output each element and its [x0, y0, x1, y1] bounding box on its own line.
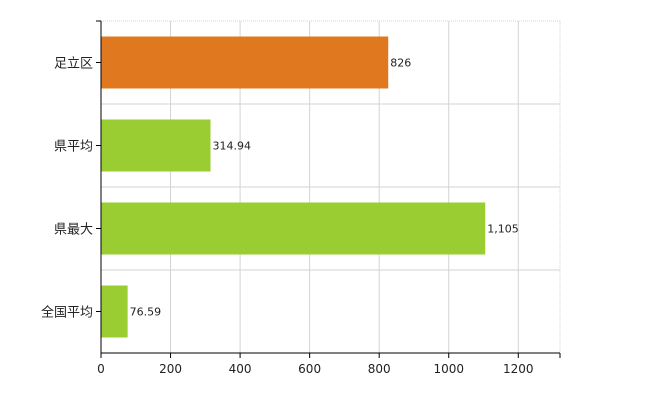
y-tick-label: 県平均	[54, 140, 93, 155]
x-tick-label: 0	[97, 362, 105, 376]
y-tick-label: 全国平均	[41, 305, 93, 321]
data-label: 1,105	[487, 223, 519, 236]
data-label: 76.59	[130, 306, 162, 319]
data-labels: 826 314.94 1,105 76.59	[130, 57, 519, 319]
data-label: 314.94	[213, 140, 252, 153]
x-tick-label: 800	[368, 362, 391, 376]
y-tick-label: 足立区	[54, 57, 93, 72]
x-tick-label: 1200	[503, 362, 534, 376]
x-tick-label: 200	[159, 362, 182, 376]
bar	[101, 119, 211, 172]
x-tick-label: 600	[298, 362, 321, 376]
bars	[101, 36, 486, 338]
bar	[101, 202, 486, 255]
x-tick-label: 400	[229, 362, 252, 376]
y-tick-label: 県最大	[54, 223, 93, 238]
bar	[101, 285, 128, 338]
x-tick-label: 1000	[433, 362, 464, 376]
bar	[101, 36, 389, 89]
data-label: 826	[390, 57, 411, 70]
